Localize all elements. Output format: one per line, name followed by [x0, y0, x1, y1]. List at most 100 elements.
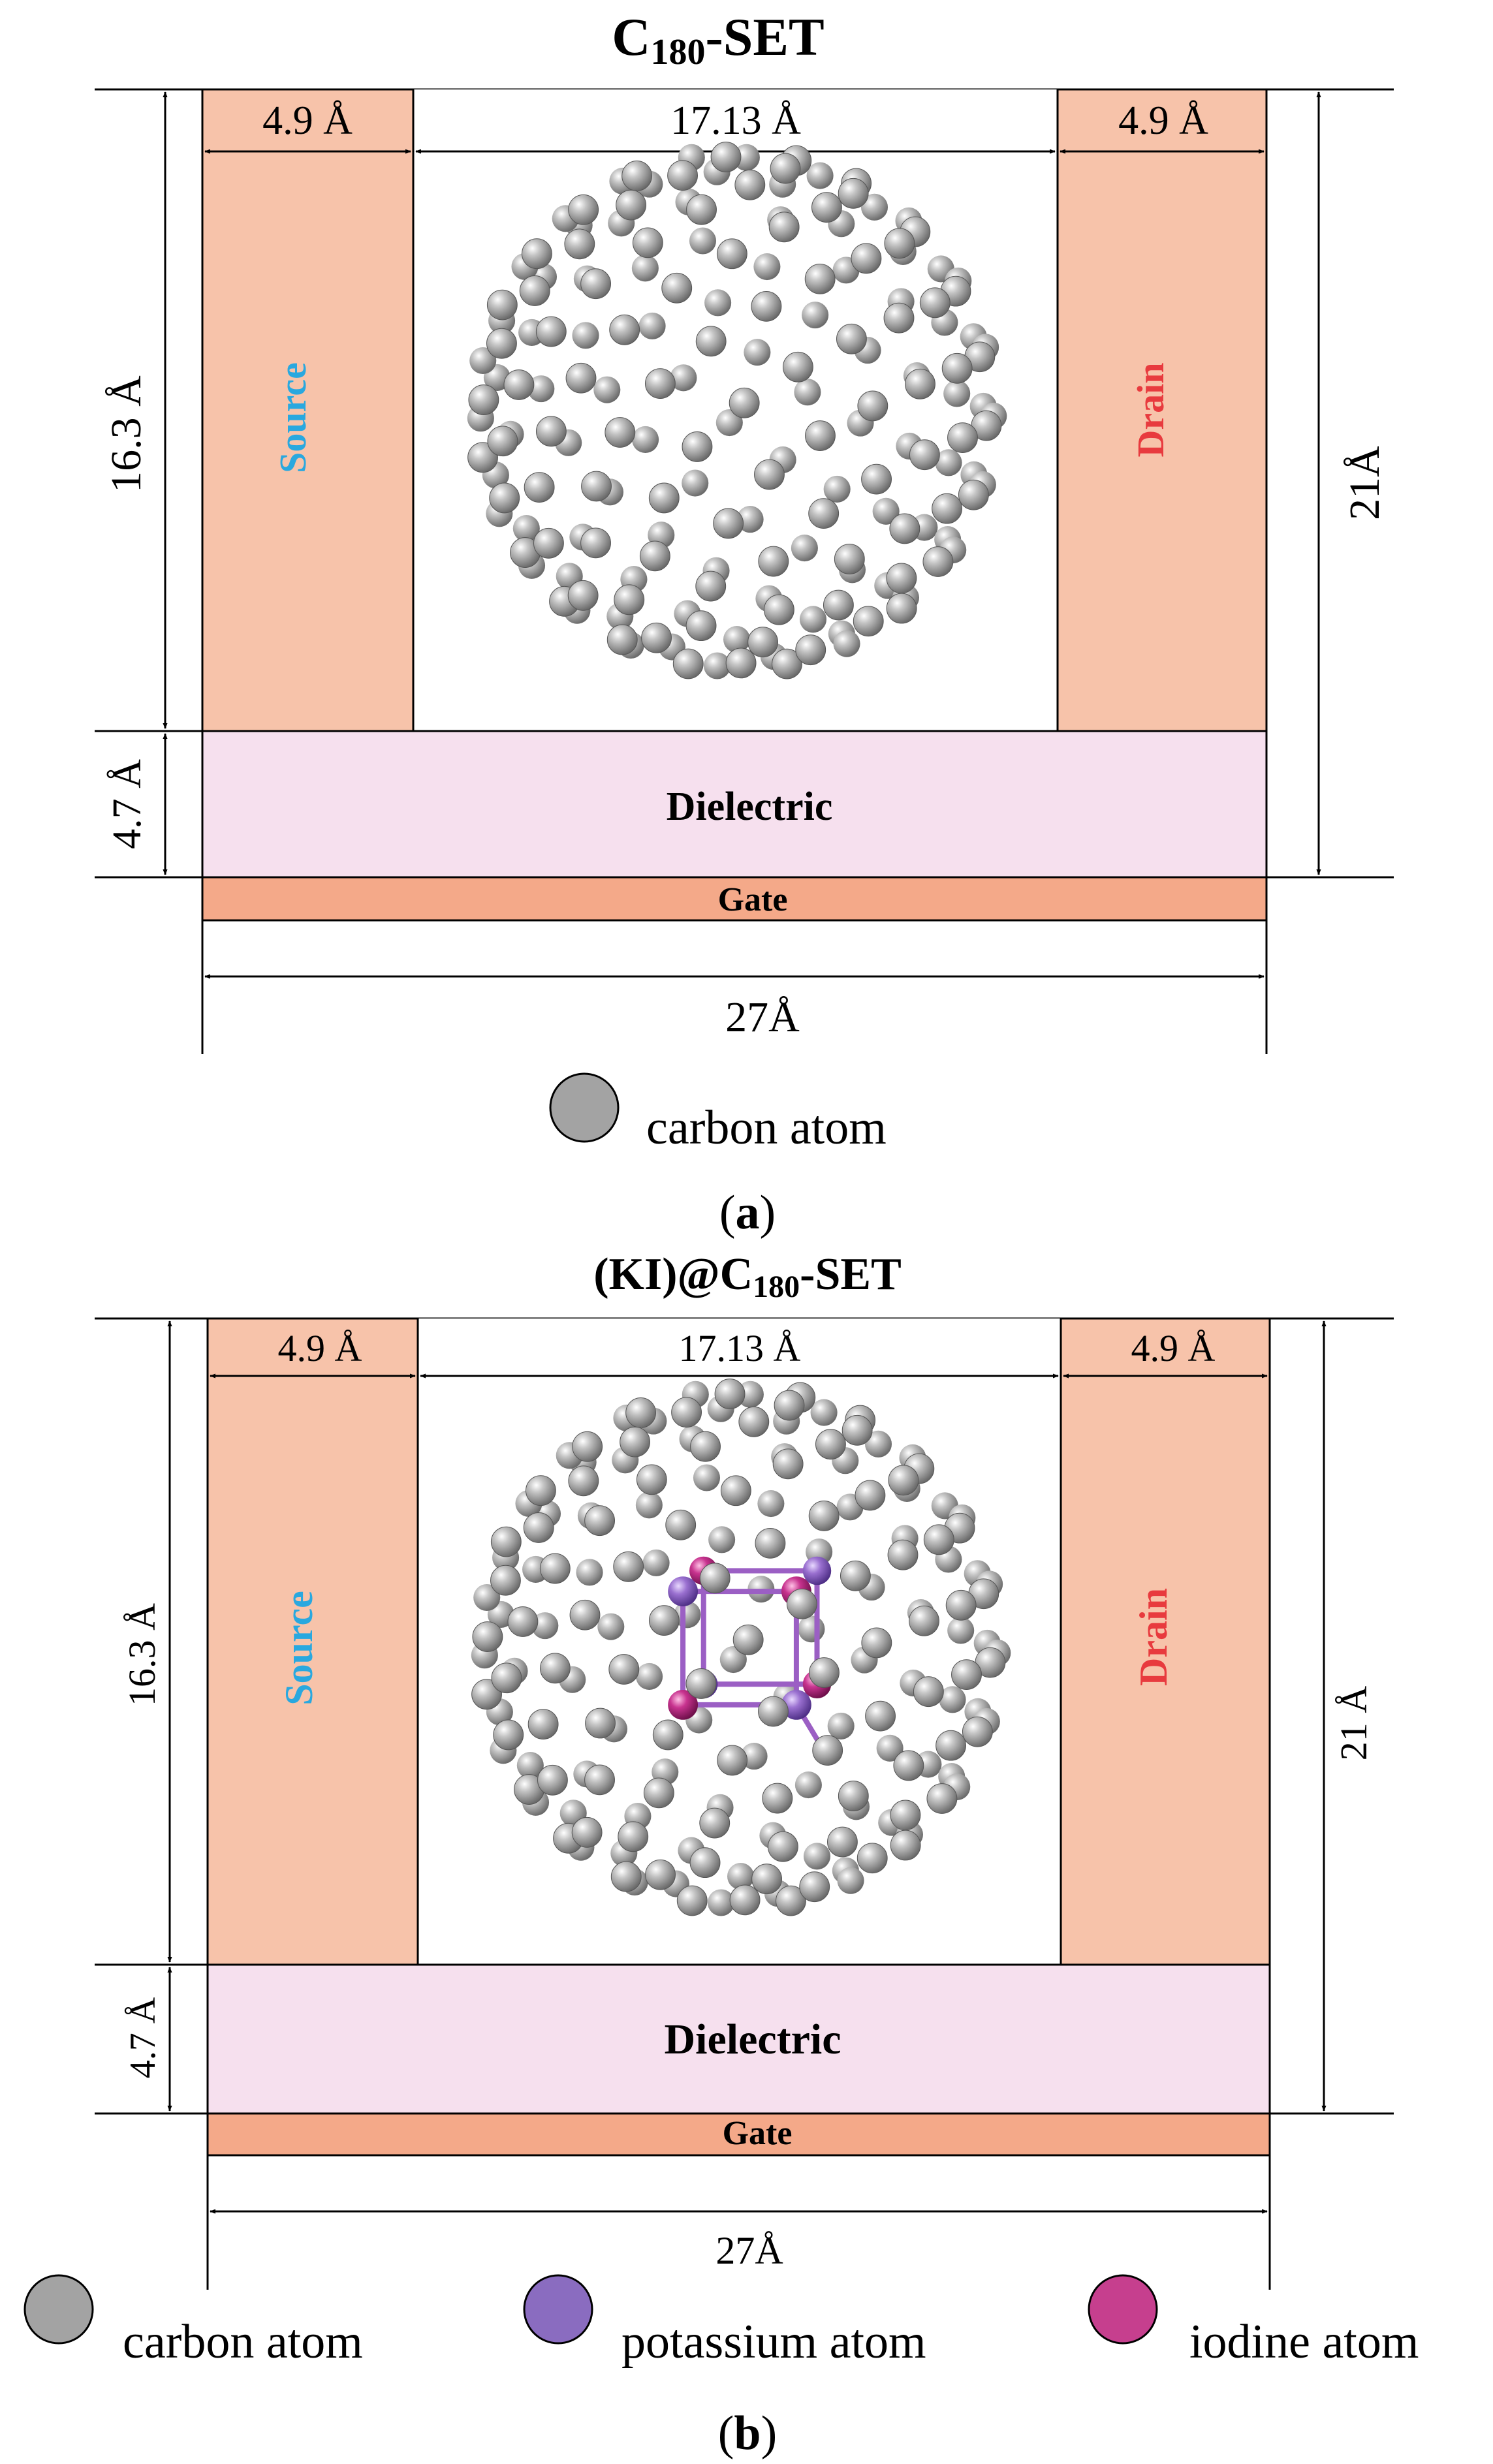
carbon-atom [605, 417, 636, 448]
dielectric-layer [201, 730, 1268, 879]
carbon-atom [524, 472, 555, 503]
carbon-atom [493, 1719, 524, 1751]
carbon-atom [670, 364, 697, 392]
carbon-atom [838, 1781, 869, 1811]
carbon-atom [808, 498, 840, 529]
carbon-atom [584, 1505, 616, 1536]
carbon-atom [516, 1752, 544, 1779]
carbon-atom [890, 1830, 921, 1861]
carbon-atom [947, 1617, 975, 1644]
carbon-atom [635, 1491, 663, 1519]
carbon-atom [686, 194, 717, 225]
carbon-atom [695, 570, 727, 602]
panel-a-title: C180-SET [612, 7, 825, 72]
carbon-atom [855, 1480, 886, 1511]
carbon-atom [890, 1800, 921, 1831]
carbon-atom [525, 1475, 556, 1506]
carbon-atom [671, 1397, 702, 1428]
carbon-atom [648, 482, 680, 514]
carbon-atom [758, 546, 789, 577]
carbon-atom [786, 1588, 817, 1619]
carbon-atom [754, 459, 785, 490]
carbon-atom [652, 1719, 684, 1751]
carbon-atom [826, 1826, 858, 1858]
carbon-atom [620, 1426, 650, 1458]
carbon-atom [614, 584, 645, 616]
carbon-atom [597, 1613, 625, 1640]
carbon-atom [751, 290, 782, 322]
carbon-atom [523, 1512, 554, 1543]
carbon-atom [719, 1645, 747, 1674]
carbon-atom [804, 263, 836, 294]
carbon-atom [621, 160, 652, 191]
carbon-atom [641, 622, 672, 653]
carbon-atom [665, 1509, 697, 1540]
carbon-atom [834, 544, 865, 574]
source-electrode [206, 1317, 419, 1966]
gate-electrode [206, 2112, 1271, 2157]
carbon-atom [580, 527, 611, 559]
carbon-atom [689, 1847, 721, 1879]
carbon-atom [519, 275, 550, 306]
carbon-atom [861, 463, 892, 495]
carbon-atom [776, 1885, 806, 1916]
carbon-atom [527, 1709, 559, 1740]
carbon-atom [888, 1465, 919, 1496]
carbon-atom [715, 409, 743, 437]
carbon-atom [909, 439, 940, 471]
carbon-atom [507, 1606, 539, 1637]
carbon-atom [580, 268, 612, 300]
carbon-atom [851, 243, 882, 274]
panel-b: (KI)@C180-SET Source Drain Dielectric Ga… [24, 1249, 1419, 2460]
carbon-atom [685, 1668, 717, 1699]
carbon-atom [770, 153, 801, 184]
carbon-atom [576, 1559, 603, 1586]
carbon-atom [487, 426, 518, 457]
carbon-atom [772, 1448, 804, 1480]
potassium-atom [802, 1556, 832, 1585]
carbon-atom [763, 594, 794, 625]
carbon-atom [951, 1659, 982, 1691]
carbon-atom [802, 302, 829, 329]
carbon-atom [798, 1615, 825, 1643]
legend-carbon-icon [549, 1072, 620, 1143]
dim-total-height: 21Å [1341, 446, 1389, 520]
source-label: Source [277, 1591, 321, 1706]
carbon-atom [753, 253, 781, 281]
carbon-atom [539, 1553, 571, 1584]
carbon-atom [945, 1589, 977, 1621]
carbon-atom [469, 347, 497, 375]
carbon-atom [736, 506, 764, 533]
carbon-atom [827, 1712, 855, 1739]
carbon-atom [472, 1621, 503, 1652]
carbon-atom [695, 326, 727, 357]
carbon-atom [932, 493, 962, 524]
gate-label: Gate [718, 881, 788, 918]
carbon-atom [823, 475, 851, 503]
carbon-atom [794, 1771, 822, 1799]
carbon-atom [572, 1431, 603, 1462]
front-atoms [467, 142, 1002, 679]
carbon-atom [905, 368, 935, 399]
carbon-atom [962, 1716, 993, 1747]
dim-total-width: 27Å [715, 2229, 783, 2272]
carbon-atom [703, 652, 731, 679]
carbon-atom [757, 1490, 785, 1518]
carbon-atom [631, 255, 659, 282]
carbon-atom [755, 1527, 786, 1559]
carbon-atom [636, 1662, 663, 1690]
carbon-atom [689, 227, 717, 255]
carbon-atom [676, 1885, 708, 1916]
carbon-atom [947, 422, 978, 454]
legend-carbon-icon [24, 2274, 94, 2345]
carbon-atom [613, 1551, 644, 1582]
carbon-atom [648, 1605, 680, 1636]
carbon-atom [645, 1859, 676, 1890]
carbon-atom [729, 387, 760, 418]
carbon-atom [837, 1867, 864, 1894]
potassium-atom [781, 1689, 811, 1720]
carbon-atom [569, 1599, 601, 1630]
carbon-atom [732, 1624, 764, 1655]
gate-electrode [201, 876, 1268, 922]
carbon-atom [738, 1406, 770, 1437]
